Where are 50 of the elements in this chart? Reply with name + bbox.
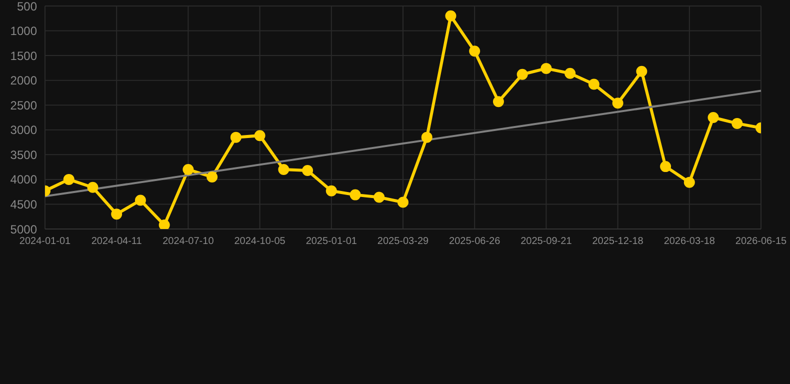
point bbox=[398, 196, 408, 208]
x-tick-label: 2024-10-05 bbox=[234, 236, 286, 248]
point bbox=[63, 174, 74, 185]
point bbox=[206, 171, 218, 182]
y-tick-label: 2000 bbox=[10, 74, 38, 88]
point bbox=[732, 118, 743, 129]
point bbox=[302, 165, 314, 176]
point bbox=[469, 46, 480, 57]
point bbox=[636, 66, 648, 77]
y-tick-label: 3500 bbox=[10, 148, 38, 162]
x-tick-label: 2025-09-21 bbox=[520, 236, 572, 248]
point bbox=[87, 182, 98, 193]
point bbox=[445, 10, 456, 22]
point bbox=[708, 112, 719, 123]
point bbox=[350, 189, 361, 200]
x-tick-label: 2025-01-01 bbox=[306, 236, 358, 248]
point bbox=[421, 132, 432, 143]
point bbox=[230, 132, 242, 143]
point bbox=[158, 220, 170, 229]
point bbox=[326, 185, 337, 196]
y-tick-label: 4500 bbox=[10, 197, 38, 212]
x-tick-label: 2024-04-11 bbox=[91, 236, 142, 248]
x-tick-label: 2024-01-01 bbox=[19, 236, 72, 248]
point bbox=[684, 176, 695, 188]
point bbox=[182, 164, 194, 176]
y-tick-label: 3000 bbox=[10, 123, 38, 138]
y-tick-label: 5000 bbox=[10, 222, 38, 236]
y-tick-label: 500 bbox=[16, 0, 38, 14]
point bbox=[254, 130, 266, 142]
y-tick-label: 1500 bbox=[10, 48, 38, 63]
point bbox=[564, 68, 576, 79]
y-tick-label: 2500 bbox=[10, 98, 38, 112]
x-tick-label: 2026-06-15 bbox=[735, 236, 788, 248]
x-tick-label: 2026-03-18 bbox=[664, 236, 716, 248]
point bbox=[134, 194, 146, 206]
point bbox=[111, 208, 122, 220]
x-tick-label: 2024-07-10 bbox=[162, 236, 214, 248]
x-tick-label: 2025-03-29 bbox=[377, 236, 430, 248]
point bbox=[612, 98, 624, 109]
point bbox=[588, 78, 600, 90]
point bbox=[278, 164, 290, 176]
point bbox=[516, 68, 528, 80]
point bbox=[540, 62, 552, 74]
point bbox=[374, 192, 385, 203]
point bbox=[660, 161, 672, 172]
x-tick-label: 2025-12-18 bbox=[592, 236, 644, 248]
point bbox=[492, 96, 504, 108]
y-tick-label: 4000 bbox=[10, 172, 38, 187]
x-tick-label: 2025-06-26 bbox=[449, 236, 501, 248]
y-tick-label: 1000 bbox=[10, 24, 38, 38]
